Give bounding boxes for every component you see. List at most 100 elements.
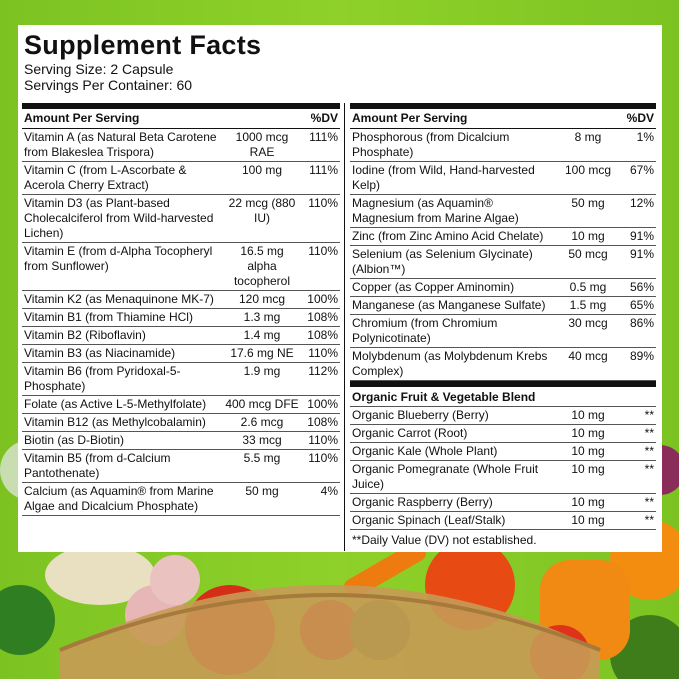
- nutrient-row: Phosphorous (from Dicalcium Phosphate) 8 …: [350, 128, 656, 162]
- nutrient-row: Organic Carrot (Root) 10 mg **: [350, 424, 656, 443]
- nutrient-dv: 108%: [302, 308, 340, 327]
- left-column: Amount Per Serving %DV Vitamin A (as Nat…: [22, 103, 340, 516]
- blend-header-row: Organic Fruit & Vegetable Blend: [350, 387, 656, 407]
- nutrient-row: Organic Pomegranate (Whole Fruit Juice) 1…: [350, 460, 656, 494]
- nutrient-dv: 12%: [622, 194, 656, 228]
- nutrient-dv: 108%: [302, 413, 340, 432]
- nutrient-name: Biotin (as D-Biotin): [22, 431, 222, 450]
- nutrient-row: Organic Raspberry (Berry) 10 mg **: [350, 493, 656, 512]
- nutrient-row: Vitamin B6 (from Pyridoxal-5-Phosphate) 1…: [22, 362, 340, 396]
- nutrient-row: Molybdenum (as Molybdenum Krebs Complex)…: [350, 347, 656, 381]
- nutrient-amount: 400 mcg DFE: [222, 395, 302, 414]
- nutrient-amount: 10 mg: [554, 424, 622, 443]
- header-blank: [222, 109, 302, 129]
- nutrient-row: Vitamin B12 (as Methylcobalamin) 2.6 mcg 1…: [22, 413, 340, 432]
- nutrient-name: Manganese (as Manganese Sulfate): [350, 296, 554, 315]
- nutrient-amount: 10 mg: [554, 493, 622, 512]
- nutrient-name: Iodine (from Wild, Hand-harvested Kelp): [350, 161, 554, 195]
- serving-size: Serving Size: 2 Capsule: [24, 61, 174, 77]
- nutrient-dv: 110%: [302, 194, 340, 243]
- nutrient-amount: 1.9 mg: [222, 362, 302, 396]
- nutrient-amount: 1000 mcg RAE: [222, 128, 302, 162]
- nutrient-name: Vitamin C (from L-Ascorbate & Acerola Ch…: [22, 161, 222, 195]
- nutrient-amount: 50 mcg: [554, 245, 622, 279]
- nutrient-name: Vitamin A (as Natural Beta Carotene from…: [22, 128, 222, 162]
- nutrient-dv: 86%: [622, 314, 656, 348]
- nutrient-amount: 120 mcg: [222, 290, 302, 309]
- nutrient-dv: **: [622, 511, 656, 530]
- nutrient-dv: 100%: [302, 290, 340, 309]
- thick-rule: [350, 381, 656, 387]
- nutrient-amount: 10 mg: [554, 511, 622, 530]
- nutrient-dv: **: [622, 406, 656, 425]
- nutrient-amount: 10 mg: [554, 460, 622, 494]
- thick-rule: [22, 103, 340, 109]
- nutrient-row: Vitamin B3 (as Niacinamide) 17.6 mg NE 110…: [22, 344, 340, 363]
- nutrient-dv: 110%: [302, 242, 340, 291]
- nutrient-amount: 10 mg: [554, 406, 622, 425]
- blend-title: Organic Fruit & Vegetable Blend: [350, 387, 656, 407]
- nutrient-name: Selenium (as Selenium Glycinate) (Albion…: [350, 245, 554, 279]
- nutrient-dv: **: [622, 493, 656, 512]
- nutrient-name: Vitamin B3 (as Niacinamide): [22, 344, 222, 363]
- nutrient-dv: **: [622, 460, 656, 494]
- nutrient-dv: 110%: [302, 344, 340, 363]
- nutrient-name: Molybdenum (as Molybdenum Krebs Complex): [350, 347, 554, 381]
- nutrient-name: Vitamin B6 (from Pyridoxal-5-Phosphate): [22, 362, 222, 396]
- nutrient-name: Organic Kale (Whole Plant): [350, 442, 554, 461]
- nutrient-amount: 0.5 mg: [554, 278, 622, 297]
- nutrient-name: Vitamin B12 (as Methylcobalamin): [22, 413, 222, 432]
- nutrient-name: Vitamin E (from d-Alpha Tocopheryl from …: [22, 242, 222, 291]
- nutrient-name: Chromium (from Chromium Polynicotinate): [350, 314, 554, 348]
- nutrient-dv: 65%: [622, 296, 656, 315]
- nutrient-row: Organic Blueberry (Berry) 10 mg **: [350, 406, 656, 425]
- nutrient-row: Organic Kale (Whole Plant) 10 mg **: [350, 442, 656, 461]
- nutrient-name: Organic Raspberry (Berry): [350, 493, 554, 512]
- header-row: Amount Per Serving %DV: [350, 109, 656, 129]
- nutrient-amount: 10 mg: [554, 227, 622, 246]
- header-row: Amount Per Serving %DV: [22, 109, 340, 129]
- nutrient-dv: 111%: [302, 128, 340, 162]
- nutrient-amount: 100 mcg: [554, 161, 622, 195]
- nutrient-row: Organic Spinach (Leaf/Stalk) 10 mg **: [350, 511, 656, 530]
- thick-rule: [350, 103, 656, 109]
- nutrient-dv: 110%: [302, 449, 340, 483]
- nutrient-amount: 1.5 mg: [554, 296, 622, 315]
- nutrient-amount: 8 mg: [554, 128, 622, 162]
- nutrient-amount: 30 mcg: [554, 314, 622, 348]
- nutrient-row: Vitamin K2 (as Menaquinone MK-7) 120 mcg 1…: [22, 290, 340, 309]
- title: Supplement Facts: [24, 30, 262, 60]
- nutrient-dv: **: [622, 442, 656, 461]
- nutrient-row: Vitamin D3 (as Plant-based Cholecalcifer…: [22, 194, 340, 243]
- nutrient-dv: 56%: [622, 278, 656, 297]
- nutrient-name: Phosphorous (from Dicalcium Phosphate): [350, 128, 554, 162]
- nutrient-name: Vitamin B2 (Riboflavin): [22, 326, 222, 345]
- nutrient-name: Organic Pomegranate (Whole Fruit Juice): [350, 460, 554, 494]
- nutrient-dv: 91%: [622, 245, 656, 279]
- nutrient-amount: 17.6 mg NE: [222, 344, 302, 363]
- nutrient-name: Vitamin B5 (from d-Calcium Pantothenate): [22, 449, 222, 483]
- nutrient-dv: 1%: [622, 128, 656, 162]
- nutrient-name: Magnesium (as Aquamin® Magnesium from Ma…: [350, 194, 554, 228]
- nutrient-dv: 108%: [302, 326, 340, 345]
- nutrient-name: Calcium (as Aquamin® from Marine Algae a…: [22, 482, 222, 516]
- nutrient-name: Zinc (from Zinc Amino Acid Chelate): [350, 227, 554, 246]
- nutrient-name: Vitamin K2 (as Menaquinone MK-7): [22, 290, 222, 309]
- nutrient-name: Vitamin D3 (as Plant-based Cholecalcifer…: [22, 194, 222, 243]
- nutrient-dv: 4%: [302, 482, 340, 516]
- nutrient-dv: 67%: [622, 161, 656, 195]
- nutrient-dv: 100%: [302, 395, 340, 414]
- nutrient-row: Iodine (from Wild, Hand-harvested Kelp) 1…: [350, 161, 656, 195]
- nutrient-amount: 40 mcg: [554, 347, 622, 381]
- nutrient-row: Vitamin C (from L-Ascorbate & Acerola Ch…: [22, 161, 340, 195]
- column-divider: [344, 103, 345, 551]
- nutrient-name: Organic Carrot (Root): [350, 424, 554, 443]
- nutrient-dv: 91%: [622, 227, 656, 246]
- nutrient-dv: 89%: [622, 347, 656, 381]
- nutrient-row: Magnesium (as Aquamin® Magnesium from Ma…: [350, 194, 656, 228]
- header-dv: %DV: [302, 109, 340, 129]
- right-column: Amount Per Serving %DV Phosphorous (from…: [350, 103, 656, 550]
- nutrient-row: Manganese (as Manganese Sulfate) 1.5 mg 65…: [350, 296, 656, 315]
